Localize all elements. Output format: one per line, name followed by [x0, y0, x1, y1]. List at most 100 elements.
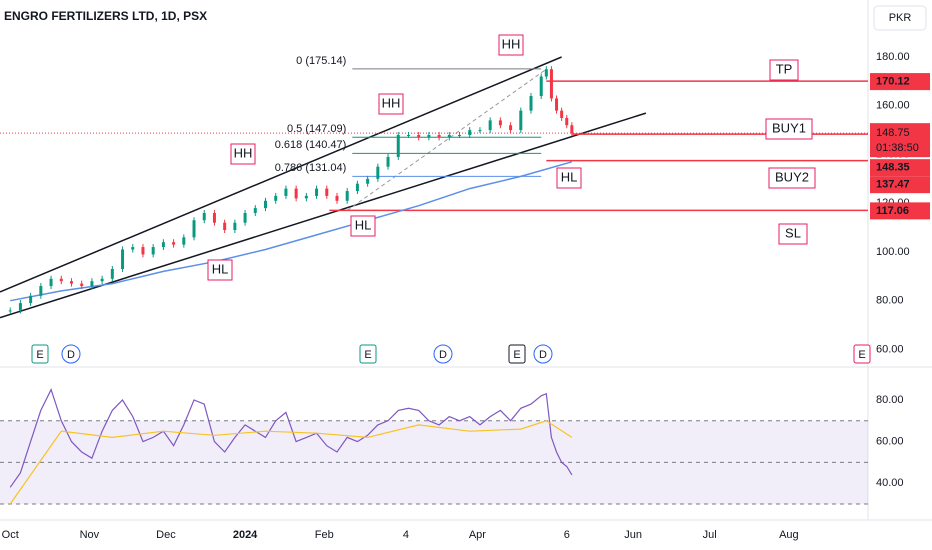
candle: [18, 303, 22, 311]
candle: [304, 195, 308, 199]
fib-label: 0.786 (131.04): [275, 162, 347, 174]
candle: [121, 249, 125, 270]
candle: [90, 281, 94, 287]
chart-title: ENGRO FERTILIZERS LTD, 1D, PSX: [4, 9, 207, 23]
y-tick-label: 180.00: [876, 51, 910, 63]
rsi-tick-label: 60.00: [876, 435, 904, 447]
level-label: 137.47: [876, 179, 910, 191]
event-marker-label[interactable]: D: [439, 349, 447, 361]
candle: [284, 188, 288, 196]
candle: [161, 242, 165, 248]
candle: [376, 166, 380, 179]
x-tick-label: Jun: [624, 529, 642, 541]
level-label-box: [870, 159, 930, 177]
candle: [555, 98, 559, 111]
level-name-box: [768, 167, 816, 189]
candle: [565, 117, 569, 126]
candle: [366, 178, 370, 184]
x-tick-label: Oct: [2, 529, 19, 541]
candle: [253, 208, 257, 213]
annotation-box: [207, 259, 233, 281]
annotation: HL: [212, 261, 229, 276]
candle: [549, 69, 553, 99]
candle: [427, 134, 431, 138]
rsi-ma: [9, 420, 573, 505]
rsi-line: [9, 388, 573, 488]
candle: [498, 120, 502, 126]
annotation: HH: [234, 145, 253, 160]
candle: [233, 222, 237, 231]
x-tick-label: Dec: [156, 529, 176, 541]
candle: [131, 247, 135, 250]
y-tick-label: 80.00: [876, 295, 904, 307]
level-name: SL: [785, 225, 801, 240]
level-name: TP: [776, 61, 793, 76]
rsi-tick-label: 40.00: [876, 477, 904, 489]
candle: [447, 134, 451, 138]
event-marker-label[interactable]: D: [67, 349, 75, 361]
candle: [192, 220, 196, 238]
candle: [274, 195, 278, 201]
y-tick-label: 100.00: [876, 246, 910, 258]
level-name-box: [765, 118, 813, 140]
candle: [406, 134, 410, 136]
event-marker[interactable]: [61, 344, 81, 364]
event-marker-label[interactable]: E: [513, 349, 520, 361]
level-name: BUY2: [775, 169, 809, 184]
annotation-box: [350, 215, 376, 237]
x-tick-label: 6: [564, 529, 570, 541]
fib-label: 0.5 (147.09): [287, 123, 346, 135]
candle: [468, 130, 472, 135]
event-marker-label[interactable]: D: [539, 349, 547, 361]
x-tick-label: Feb: [315, 529, 334, 541]
candle: [223, 222, 227, 231]
annotation-box: [556, 167, 582, 189]
event-marker-label[interactable]: E: [364, 349, 371, 361]
level-label-box: [870, 73, 930, 91]
candle: [315, 188, 319, 196]
event-marker-label[interactable]: E: [36, 349, 43, 361]
event-marker-label[interactable]: E: [858, 349, 865, 361]
dashed-line: [346, 68, 547, 211]
candle: [560, 110, 564, 118]
level-name-box: [778, 223, 808, 245]
candle: [100, 278, 104, 282]
y-tick-label: 60.00: [876, 343, 904, 355]
event-marker[interactable]: [359, 344, 377, 364]
level-name: BUY1: [772, 120, 806, 135]
event-marker[interactable]: [433, 344, 453, 364]
candle: [529, 96, 533, 111]
annotation: HH: [382, 95, 401, 110]
level-label-box: [870, 176, 930, 194]
fib-label: 0 (175.14): [296, 55, 346, 67]
candle: [141, 247, 145, 255]
candle: [264, 200, 268, 209]
event-marker[interactable]: [31, 344, 49, 364]
candle: [509, 125, 513, 131]
x-tick-label: 2024: [233, 529, 258, 541]
candle: [488, 120, 492, 131]
moving-average: [10, 161, 573, 302]
candle: [386, 156, 390, 167]
currency[interactable]: PKR: [889, 12, 912, 24]
candle: [80, 283, 84, 287]
x-tick-label: Nov: [80, 529, 100, 541]
candle: [458, 134, 462, 136]
candle: [519, 110, 523, 131]
candle: [69, 281, 73, 284]
event-marker[interactable]: [533, 344, 553, 364]
event-marker[interactable]: [853, 344, 871, 364]
currency-button[interactable]: [873, 5, 927, 31]
level-label: 148.35: [876, 162, 910, 174]
candle: [355, 183, 359, 192]
candle: [49, 278, 53, 287]
level-label: 170.12: [876, 76, 910, 88]
annotation-box: [230, 143, 256, 165]
event-marker[interactable]: [508, 344, 526, 364]
annotation: HL: [561, 169, 578, 184]
countdown: 01:38:50: [876, 142, 919, 154]
candle: [345, 191, 349, 201]
annotation-box: [378, 93, 404, 115]
